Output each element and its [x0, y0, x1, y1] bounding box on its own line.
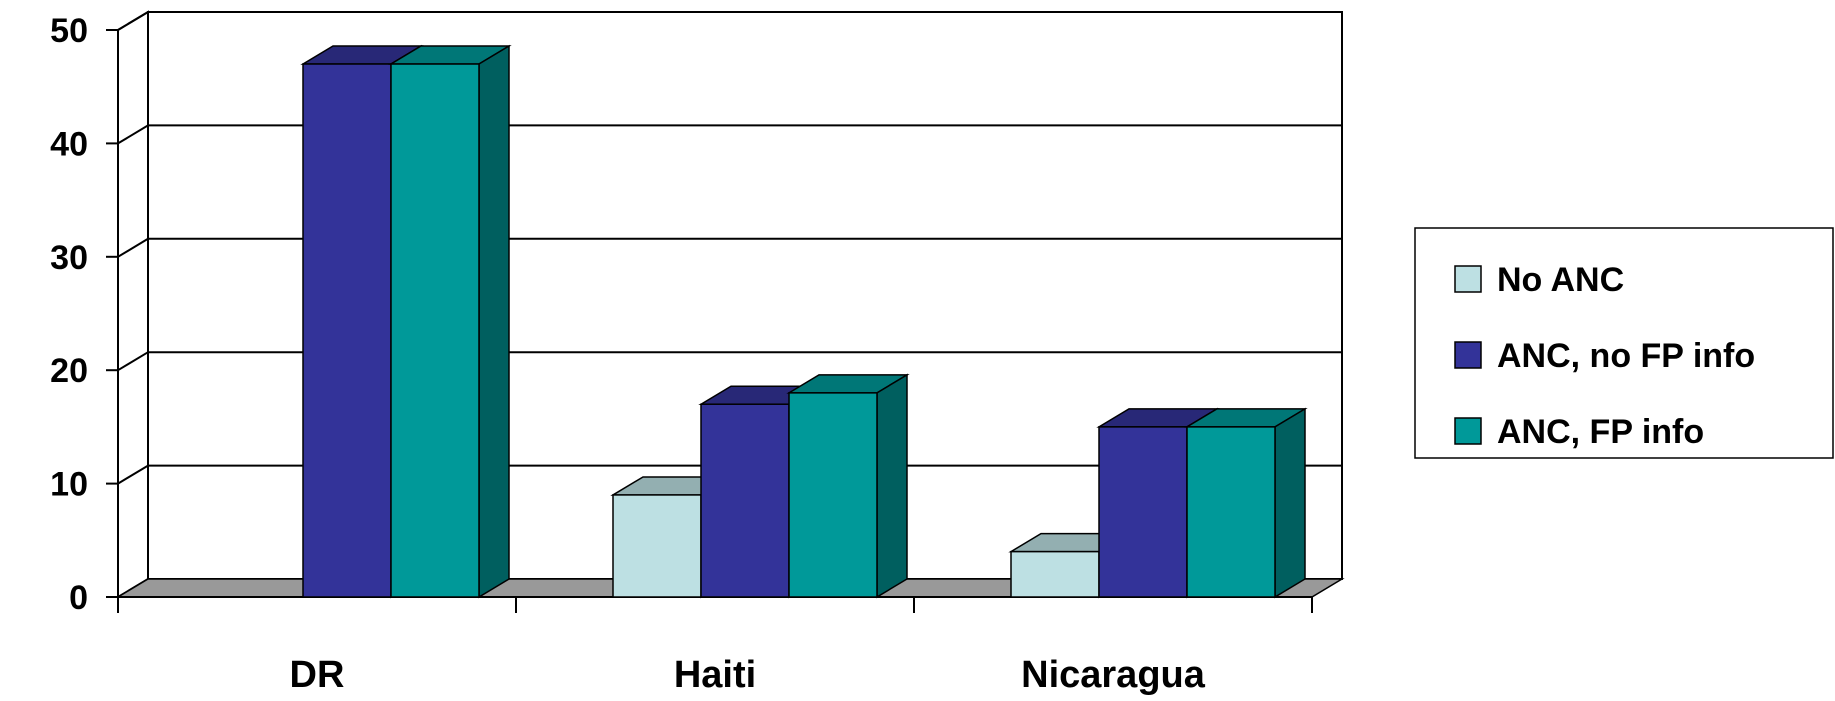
y-tick-label: 50 — [50, 12, 88, 50]
legend-box — [1414, 227, 1834, 459]
gridline — [117, 237, 1342, 258]
x-axis: DR Haiti Nicaragua — [117, 596, 1313, 696]
bar-side — [478, 44, 510, 599]
gridline — [117, 124, 1342, 145]
side-wall — [117, 10, 149, 599]
bar — [1184, 407, 1308, 599]
legend-label: ANC, FP info — [1497, 413, 1704, 451]
x-category-label: Haiti — [674, 654, 756, 696]
gridline — [117, 11, 1342, 31]
x-category-label: DR — [290, 654, 345, 696]
bar-front — [1098, 426, 1188, 598]
y-axis: 0 10 20 30 40 50 — [50, 12, 119, 617]
y-tick-label: 20 — [50, 352, 88, 390]
bar-side — [876, 373, 908, 599]
y-tick-label: 10 — [50, 466, 88, 504]
legend: No ANC ANC, no FP info ANC, FP info — [1414, 227, 1834, 459]
legend-swatch — [1454, 265, 1482, 293]
bars — [300, 44, 1308, 599]
y-tick-label: 30 — [50, 239, 88, 277]
bar-side — [1274, 407, 1306, 599]
legend-swatch — [1454, 417, 1482, 445]
bar-front — [302, 63, 392, 598]
bar-front — [1010, 550, 1100, 598]
bar-front — [390, 63, 480, 598]
y-tick-label: 0 — [69, 579, 88, 617]
bar-front — [612, 494, 702, 598]
gridlines — [117, 11, 1342, 485]
legend-label: ANC, no FP info — [1497, 337, 1755, 375]
legend-label: No ANC — [1497, 261, 1624, 299]
bar-front — [788, 392, 878, 598]
legend-swatch — [1454, 341, 1482, 369]
gridline — [117, 464, 1342, 485]
y-tick-label: 40 — [50, 125, 88, 163]
bar-front — [1186, 426, 1276, 598]
x-category-label: Nicaragua — [1021, 654, 1206, 696]
bar — [388, 44, 512, 599]
bar-front — [700, 403, 790, 598]
gridline — [117, 351, 1342, 372]
bar — [786, 373, 910, 599]
